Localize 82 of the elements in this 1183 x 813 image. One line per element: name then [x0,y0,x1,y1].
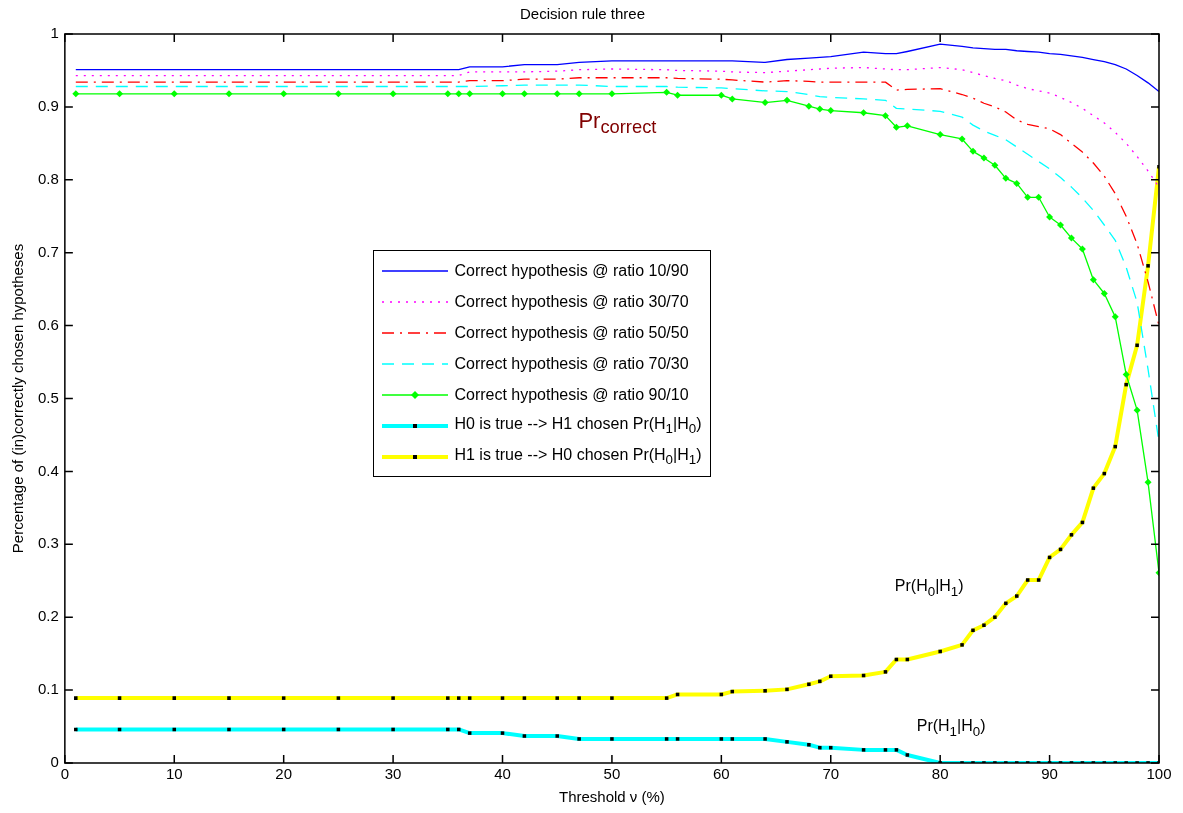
point [1144,478,1152,486]
point [72,90,80,98]
x-tick-label: 100 [1146,765,1172,783]
point [936,131,944,139]
point [444,90,452,98]
point [674,91,682,99]
legend-label: Correct hypothesis @ ratio 70/30 [454,354,689,373]
point [1133,406,1141,414]
point [980,154,988,162]
line-series [75,66,1159,188]
annotation: Pr$_{correct}$ [578,107,657,139]
point [728,95,736,103]
y-tick-label: 0.3 [37,534,59,552]
point [903,122,911,130]
point [1046,213,1054,221]
annotation: Pr(H$_{1}$|H$_{0}$) [916,717,986,739]
point [553,90,561,98]
point [717,91,725,99]
point [389,90,397,98]
y-tick-label: 0.9 [37,97,59,115]
point [1057,221,1065,229]
x-tick-label: 50 [603,765,621,783]
point [816,105,824,113]
point [455,90,463,98]
x-axis-title: Threshold ν (%) [558,788,665,806]
legend-label: H1 is true --> H0 chosen Pr(H$_{0}$|H$_{1}$) [454,445,702,468]
point [783,96,791,104]
point [892,123,900,131]
x-tick-label: 30 [384,765,402,783]
point [969,147,977,155]
point [860,109,868,117]
point [499,90,507,98]
point [225,90,233,98]
point [520,90,528,98]
chart-title: Decision rule three [519,5,646,23]
y-tick-label: 0.5 [37,388,59,406]
legend-label: Correct hypothesis @ ratio 90/10 [454,385,689,404]
point [1067,234,1075,242]
point [1013,179,1021,187]
y-tick-label: 0.7 [37,242,59,260]
point [116,90,124,98]
point [170,90,178,98]
x-tick-label: 10 [165,765,183,783]
point [761,99,769,107]
x-tick-label: 80 [931,765,949,783]
y-tick-label: 0.4 [37,461,59,479]
point [1002,174,1010,182]
point [827,107,835,115]
y-axis-title: Percentage of (in)correctly chosen hypotheses [9,243,27,554]
y-tick-label: 0.8 [37,169,59,187]
legend-label: Correct hypothesis @ ratio 50/50 [454,323,689,342]
point [334,90,342,98]
point [1100,290,1108,298]
point [663,88,671,96]
point [1024,193,1032,201]
point [1035,193,1043,201]
y-tick-label: 0 [50,753,59,771]
point [991,161,999,169]
point [1089,276,1097,284]
x-tick-label: 90 [1041,765,1058,783]
point [466,90,474,98]
point [805,102,813,110]
x-tick-label: 40 [494,765,511,783]
point [881,112,889,120]
x-tick-label: 70 [822,765,840,783]
legend-label: H0 is true --> H1 chosen Pr(H$_{1}$|H$_{0}$) [454,414,702,437]
legend-label: Correct hypothesis @ ratio 10/90 [454,261,689,280]
point [1078,245,1086,253]
x-tick-label: 60 [713,765,730,783]
point [280,90,288,98]
point [1111,313,1119,321]
y-tick-label: 0.1 [37,680,59,698]
y-tick-label: 0.6 [37,315,59,333]
point [608,90,616,98]
annotation: Pr(H$_{0}$|H$_{1}$) [894,577,964,599]
point [1122,370,1130,378]
y-tick-label: 1 [50,24,59,42]
point [575,90,583,98]
legend-label: Correct hypothesis @ ratio 30/70 [454,292,689,311]
x-tick-label: 20 [275,765,293,783]
point [958,135,966,143]
y-tick-label: 0.2 [37,607,59,625]
